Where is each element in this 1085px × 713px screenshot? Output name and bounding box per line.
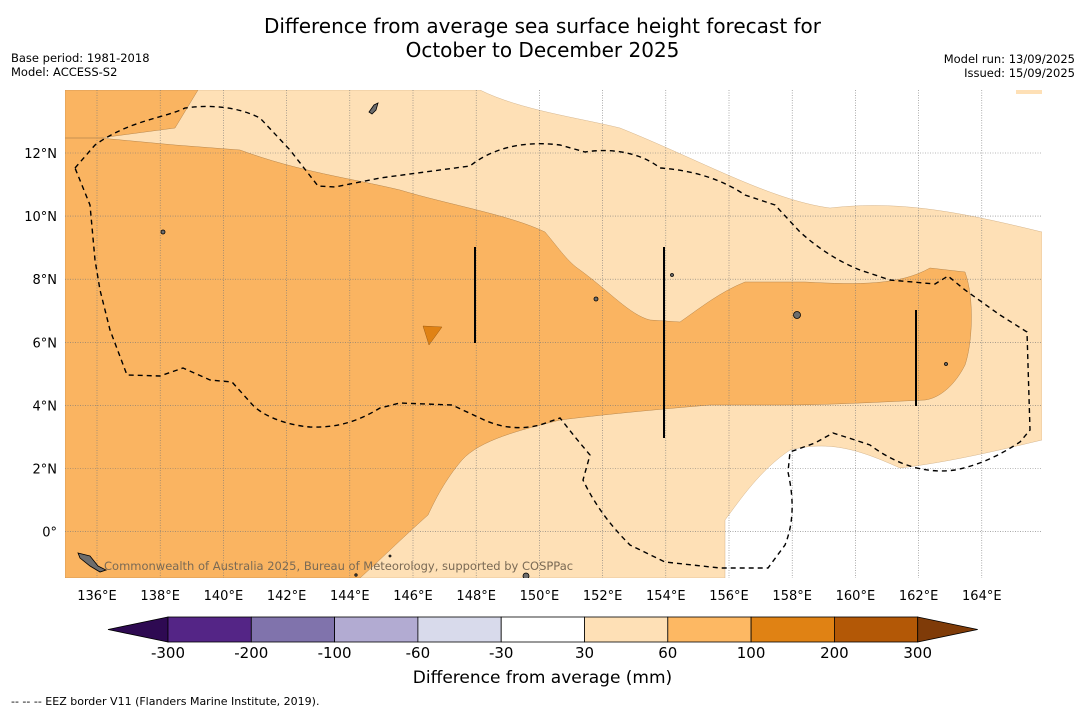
- title-line-2: October to December 2025: [405, 38, 680, 62]
- latitude-label: 2°N: [33, 463, 58, 478]
- top-right-strip: [1016, 90, 1042, 94]
- colorbar-tick-label: -200: [234, 644, 268, 662]
- colorbar: -300 -200 -100 -60 -30 30 60 100 200 300: [107, 616, 978, 662]
- graticule: [65, 90, 1042, 578]
- longitude-label: 154°E: [646, 589, 686, 604]
- latitude-label: 10°N: [24, 210, 57, 225]
- map-panel: Commonwealth of Australia 2025, Bureau o…: [65, 90, 1042, 578]
- meta-left: Base period: 1981-2018 Model: ACCESS-S2: [11, 51, 150, 79]
- model-name: Model: ACCESS-S2: [11, 65, 118, 79]
- islands: [77, 102, 948, 578]
- colorbar-tick-label: 30: [575, 644, 594, 662]
- footnote: -- -- -- EEZ border V11 (Flanders Marine…: [11, 695, 320, 708]
- longitude-label: 156°E: [709, 589, 749, 604]
- colorbar-title: Difference from average (mm): [412, 668, 673, 688]
- latitude-label: 12°N: [24, 147, 57, 162]
- latitude-labels: 12°N 10°N 8°N 6°N 4°N 2°N 0°: [24, 147, 57, 541]
- longitude-label: 140°E: [204, 589, 244, 604]
- title-line-1: Difference from average sea surface heig…: [263, 14, 822, 38]
- colorbar-segment: [667, 616, 752, 643]
- longitude-labels: 136°E 138°E 140°E 142°E 144°E 146°E 148°E 150°E…: [77, 589, 1001, 604]
- anomaly-60-100-region: [65, 90, 972, 578]
- colorbar-tick-label: 300: [903, 644, 932, 662]
- colorbar-extend-high: [917, 616, 978, 643]
- colorbar-segment: [417, 616, 502, 643]
- colorbar-tick-label: -30: [489, 644, 514, 662]
- colorbar-tick-label: -100: [318, 644, 352, 662]
- longitude-label: 148°E: [456, 589, 496, 604]
- longitude-label: 164°E: [962, 589, 1002, 604]
- latitude-label: 8°N: [33, 273, 58, 288]
- issued-date: Issued: 15/09/2025: [964, 66, 1075, 80]
- base-period: Base period: 1981-2018: [11, 51, 150, 65]
- longitude-label: 150°E: [520, 589, 560, 604]
- colorbar-segment: [750, 616, 835, 643]
- longitude-label: 152°E: [583, 589, 623, 604]
- eez-border: [74, 105, 1031, 569]
- colorbar-tick-label: -60: [406, 644, 431, 662]
- latitude-label: 6°N: [33, 336, 58, 351]
- latitude-label: 0°: [42, 526, 57, 541]
- longitude-label: 136°E: [77, 589, 117, 604]
- longitude-label: 160°E: [836, 589, 876, 604]
- meta-right: Model run: 13/09/2025 Issued: 15/09/2025: [944, 52, 1075, 80]
- map-title: Difference from average sea surface heig…: [0, 14, 1085, 62]
- colorbar-extend-low: [107, 616, 169, 643]
- longitude-label: 144°E: [330, 589, 370, 604]
- longitude-label: 162°E: [899, 589, 939, 604]
- copyright-text: Commonwealth of Australia 2025, Bureau o…: [104, 559, 573, 573]
- longitude-label: 142°E: [267, 589, 307, 604]
- colorbar-segment: [500, 616, 585, 643]
- colorbar-tick-label: 200: [820, 644, 849, 662]
- longitude-label: 138°E: [140, 589, 180, 604]
- colorbar-tick-label: 100: [737, 644, 766, 662]
- colorbar-segment: [584, 616, 669, 643]
- anomaly-100-200-patch: [422, 325, 443, 346]
- longitude-label: 158°E: [772, 589, 812, 604]
- latitude-label: 4°N: [33, 399, 58, 414]
- model-run: Model run: 13/09/2025: [943, 52, 1075, 66]
- colorbar-segment: [167, 616, 252, 643]
- colorbar-segment: [834, 616, 919, 643]
- colorbar-segment: [250, 616, 336, 643]
- colorbar-tick-label: -300: [151, 644, 185, 662]
- colorbar-tick-label: 60: [658, 644, 677, 662]
- longitude-label: 146°E: [393, 589, 433, 604]
- colorbar-segment: [334, 616, 419, 643]
